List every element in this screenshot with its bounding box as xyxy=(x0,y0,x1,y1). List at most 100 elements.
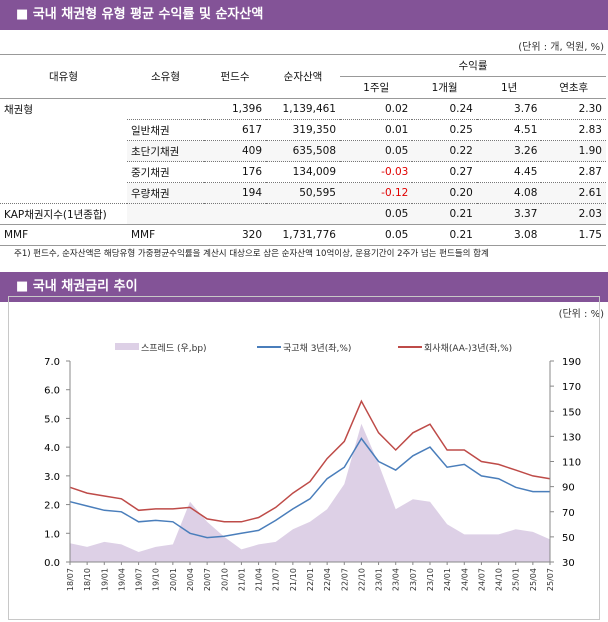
cell-y1: 4.45 xyxy=(476,161,542,183)
x-tick-label: 25/04 xyxy=(529,568,538,591)
cell-m1: 0.21 xyxy=(412,203,477,225)
x-tick-label: 18/07 xyxy=(66,568,75,591)
y-left-tick-label: 3.0 xyxy=(44,472,60,483)
x-tick-label: 22/04 xyxy=(323,568,332,591)
x-tick-label: 21/01 xyxy=(237,568,246,591)
returns-table: 대유형 소유형 펀드수 순자산액 수익률 1주일 1개월 1년 연초후 채권형 1… xyxy=(0,54,606,246)
cell-ytd: 2.61 xyxy=(541,182,606,204)
cell-y1: 3.08 xyxy=(514,229,538,241)
cell-minor xyxy=(127,203,204,225)
col-returns: 수익률 xyxy=(340,54,606,77)
series-line-1 xyxy=(69,437,550,539)
y-left-tick-label: 5.0 xyxy=(44,414,60,425)
y-left-tick-label: 0.0 xyxy=(44,558,60,569)
cell-minor: 일반채권 xyxy=(127,119,204,141)
cell-m1: 0.27 xyxy=(412,161,477,183)
x-tick-label: 19/10 xyxy=(152,568,161,591)
col-funds: 펀드수 xyxy=(220,71,250,83)
x-tick-label: 19/07 xyxy=(135,568,144,591)
unit-label-chart: (단위 : %) xyxy=(558,309,604,320)
x-tick-label: 20/04 xyxy=(186,568,195,591)
x-tick-label: 19/04 xyxy=(117,568,126,591)
cell-major xyxy=(0,161,127,183)
x-tick-label: 23/04 xyxy=(392,568,401,591)
cell-w1: 0.05 xyxy=(340,140,413,162)
series-spread-area xyxy=(70,423,550,562)
x-tick-label: 23/07 xyxy=(409,568,418,591)
cell-w1: 0.01 xyxy=(340,119,413,141)
cell-m1: 0.22 xyxy=(412,140,477,162)
x-tick-label: 23/01 xyxy=(375,568,384,591)
cell-assets: 50,595 xyxy=(266,182,340,204)
y-right-tick-label: 130 xyxy=(562,432,581,443)
x-tick-label: 24/07 xyxy=(477,568,486,591)
col-minor: 소유형 xyxy=(151,71,180,83)
cell-assets: 1,139,461 xyxy=(282,103,336,115)
x-tick-label: 24/10 xyxy=(495,568,504,591)
cell-funds: 320 xyxy=(241,229,262,241)
table-row: 초단기채권 409 635,508 0.05 0.22 3.26 1.90 xyxy=(0,140,606,162)
y-right-tick-label: 110 xyxy=(562,458,581,469)
cell-ytd: 2.30 xyxy=(578,103,602,115)
x-tick-label: 22/10 xyxy=(357,568,366,591)
x-tick-label: 25/07 xyxy=(546,568,555,591)
cell-major: KAP채권지수(1년종합) xyxy=(4,208,107,221)
cell-ytd: 2.87 xyxy=(541,161,606,183)
cell-major: 채권형 xyxy=(4,103,33,116)
legend-swatch-spread xyxy=(115,343,139,350)
col-assets: 순자산액 xyxy=(283,71,323,83)
cell-minor: 우량채권 xyxy=(127,182,204,204)
unit-label: (단위 : 개, 억원, %) xyxy=(518,42,604,53)
y-left-tick-label: 2.0 xyxy=(44,501,60,512)
y-right-tick-label: 170 xyxy=(562,382,581,393)
y-right-tick-label: 50 xyxy=(562,533,575,544)
y-right-tick-label: 90 xyxy=(562,483,575,494)
cell-minor: 중기채권 xyxy=(127,161,204,183)
legend-label: 회사채(AA-)3년(좌,%) xyxy=(424,343,512,354)
cell-assets: 319,350 xyxy=(266,119,340,141)
table-row: 채권형 1,396 1,139,461 0.02 0.24 3.76 2.30 xyxy=(0,99,606,120)
cell-m1: 0.25 xyxy=(412,119,477,141)
x-tick-label: 20/01 xyxy=(169,568,178,591)
cell-m1: 0.20 xyxy=(412,182,477,204)
cell-w1: 0.05 xyxy=(384,229,409,241)
cell-y1: 4.08 xyxy=(476,182,542,204)
col-1w: 1주일 xyxy=(363,82,390,94)
col-major: 대유형 xyxy=(49,71,78,83)
chart-frame xyxy=(8,296,600,620)
cell-w1: -0.12 xyxy=(340,182,413,204)
cell-funds: 617 xyxy=(204,119,266,141)
x-tick-label: 21/04 xyxy=(255,568,264,591)
y-right-tick-label: 70 xyxy=(562,508,575,519)
section-title-rates: ■ 국내 채권금리 추이 xyxy=(0,272,608,302)
col-ytd: 연초후 xyxy=(559,82,589,94)
x-tick-label: 18/10 xyxy=(83,568,92,591)
col-1m: 1개월 xyxy=(431,82,458,94)
table-row: 일반채권 617 319,350 0.01 0.25 4.51 2.83 xyxy=(0,119,606,141)
y-left-tick-label: 1.0 xyxy=(44,529,60,540)
x-tick-label: 24/01 xyxy=(443,568,452,591)
cell-major xyxy=(0,182,127,204)
cell-minor: MMF xyxy=(131,229,156,241)
cell-w1: 0.02 xyxy=(384,103,409,115)
table-row: 중기채권 176 134,009 -0.03 0.27 4.45 2.87 xyxy=(0,161,606,183)
table-note: 주1) 펀드수, 순자산액은 해당유형 가중평균수익률을 계산시 대상으로 삼은… xyxy=(14,249,489,259)
cell-y1: 3.76 xyxy=(514,103,538,115)
cell-ytd: 2.03 xyxy=(541,203,606,225)
cell-y1: 4.51 xyxy=(476,119,542,141)
y-left-tick-label: 6.0 xyxy=(44,386,60,397)
cell-funds: 409 xyxy=(204,140,266,162)
x-tick-label: 24/04 xyxy=(460,568,469,591)
x-tick-label: 22/07 xyxy=(340,568,349,591)
cell-assets: 635,508 xyxy=(266,140,340,162)
cell-ytd: 2.83 xyxy=(541,119,606,141)
cell-y1: 3.37 xyxy=(476,203,542,225)
x-tick-label: 23/10 xyxy=(426,568,435,591)
section-title-returns: ■ 국내 채권형 유형 평균 수익률 및 순자산액 xyxy=(0,0,608,30)
table-row: 우량채권 194 50,595 -0.12 0.20 4.08 2.61 xyxy=(0,182,606,204)
cell-w1: 0.05 xyxy=(340,203,413,225)
cell-ytd: 1.90 xyxy=(541,140,606,162)
cell-m1: 0.21 xyxy=(449,229,473,241)
col-1y: 1년 xyxy=(500,82,518,94)
